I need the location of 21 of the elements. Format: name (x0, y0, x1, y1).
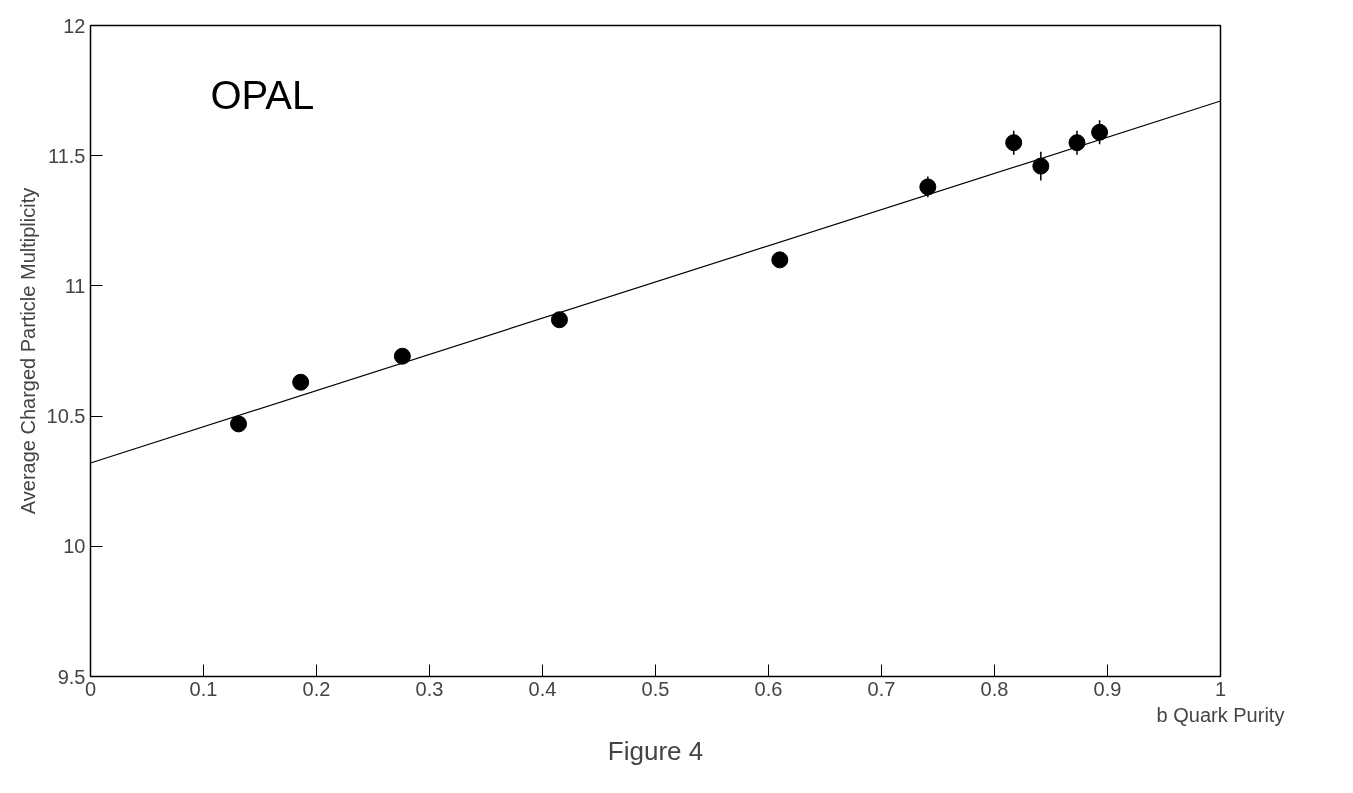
x-tick-label: 0.9 (1093, 677, 1122, 700)
y-tick-label: 10 (63, 535, 86, 558)
caption: Figure 4 (607, 735, 704, 766)
x-tick-label: 1 (1214, 677, 1227, 700)
annotation: OPAL (210, 72, 315, 117)
y-tick-label: 12 (63, 14, 86, 37)
x-axis-title: b Quark Purity (1156, 703, 1285, 726)
y-tick-label: 11 (64, 274, 86, 297)
x-tick-label: 0 (84, 677, 97, 700)
x-tick-label: 0.3 (415, 677, 444, 700)
y-tick-label: 10.5 (46, 405, 86, 428)
x-tick-label: 0.4 (528, 677, 557, 700)
x-tick-label: 0.8 (980, 677, 1009, 700)
y-tick-label: 11.5 (48, 144, 86, 167)
x-tick-label: 0.6 (754, 677, 783, 700)
x-tick-label: 0.1 (189, 677, 218, 700)
x-tick-label: 0.7 (867, 677, 896, 700)
x-tick-label: 0.5 (641, 677, 670, 700)
y-tick-label: 9.5 (57, 665, 86, 688)
y-axis-title: Average Charged Particle Multiplicity (16, 187, 39, 515)
x-tick-label: 0.2 (302, 677, 331, 700)
